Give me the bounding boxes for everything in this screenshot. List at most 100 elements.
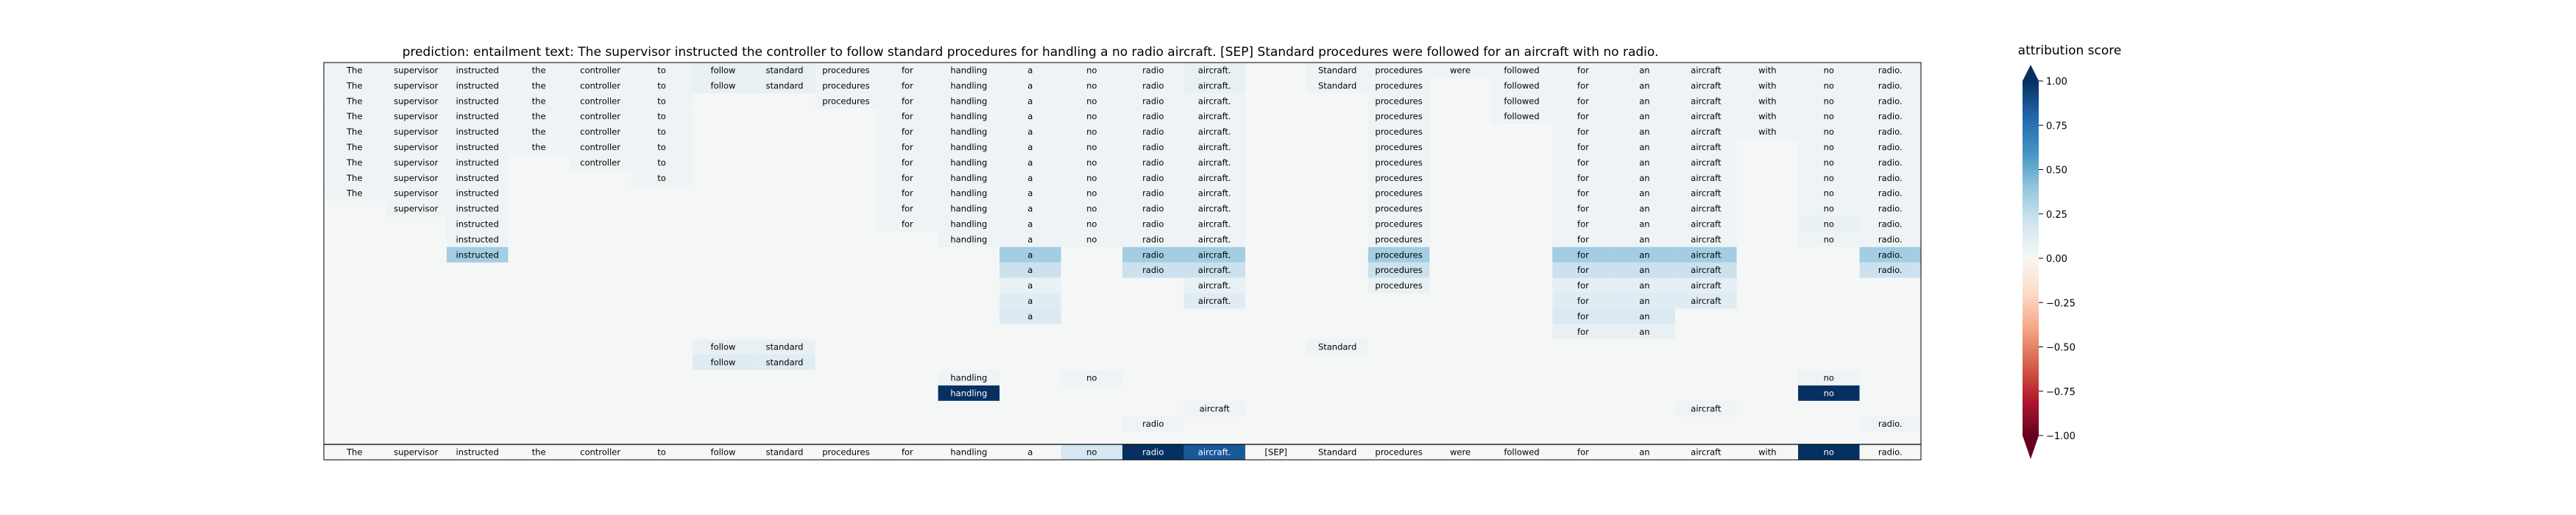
heatmap-cell — [569, 108, 631, 124]
cell-token-label: an — [1639, 249, 1649, 260]
heatmap-cell — [1552, 216, 1614, 232]
cell-token-label: procedures — [1375, 173, 1422, 183]
heatmap-cell — [508, 124, 570, 140]
cell-token-label: no — [1086, 142, 1097, 152]
cell-token-label: procedures — [1375, 65, 1422, 75]
heatmap-cell — [1736, 124, 1799, 140]
cell-token-label: aircraft. — [1198, 219, 1231, 229]
heatmap-cell — [508, 93, 570, 109]
cell-token-label: procedures — [1375, 127, 1422, 137]
heatmap-cell — [1798, 139, 1860, 155]
heatmap-cell — [938, 370, 1000, 386]
heatmap-cell — [1306, 339, 1368, 355]
cell-token-label: an — [1639, 96, 1649, 106]
heatmap-cell — [938, 93, 1000, 109]
cell-token-label: radio — [1142, 96, 1164, 106]
heatmap-cell — [1183, 108, 1245, 124]
heatmap-cell — [1183, 201, 1245, 216]
heatmap-cell — [1736, 108, 1799, 124]
cell-token-label: no — [1824, 96, 1834, 106]
cell-token-label: radio. — [1878, 127, 1903, 137]
heatmap-cell — [446, 63, 509, 78]
cell-token-label: no — [1086, 372, 1097, 383]
heatmap-cell — [1675, 139, 1737, 155]
cell-token-label: handling — [950, 127, 987, 137]
heatmap-cell — [1183, 170, 1245, 186]
cell-token-label: aircraft — [1691, 219, 1722, 229]
cell-token-label: instructed — [456, 96, 499, 106]
bottom-token-label: radio. — [1878, 447, 1903, 458]
cell-token-label: aircraft. — [1198, 127, 1231, 137]
heatmap-cell — [1367, 63, 1430, 78]
cell-token-label: aircraft — [1691, 127, 1722, 137]
heatmap-cell — [446, 139, 509, 155]
heatmap-cell — [1183, 93, 1245, 109]
heatmap-cell — [1183, 231, 1245, 247]
heatmap-cell — [1183, 154, 1245, 171]
cell-token-label: for — [1577, 296, 1589, 306]
cell-token-label: aircraft. — [1198, 157, 1231, 168]
cell-token-label: for — [902, 173, 913, 183]
heatmap-cell — [1122, 246, 1184, 263]
heatmap-cell — [1367, 108, 1430, 124]
cell-token-label: radio — [1142, 419, 1164, 429]
cell-token-label: aircraft — [1691, 296, 1722, 306]
cell-token-label: handling — [950, 188, 987, 199]
heatmap-cell — [1122, 201, 1184, 216]
heatmap-cell — [446, 154, 509, 171]
cell-token-label: procedures — [1375, 234, 1422, 244]
heatmap-cell — [1675, 154, 1737, 171]
cell-token-label: supervisor — [394, 204, 438, 214]
cell-token-label: to — [657, 65, 666, 75]
cell-token-label: aircraft. — [1198, 296, 1231, 306]
cell-token-label: radio. — [1878, 157, 1903, 168]
heatmap-cell — [1736, 93, 1799, 109]
cell-token-label: The — [346, 157, 362, 168]
heatmap-cell — [877, 139, 938, 155]
heatmap-cell — [1122, 93, 1184, 109]
bottom-token-cell — [1798, 444, 1860, 460]
heatmap-cell — [1367, 216, 1430, 232]
cell-token-label: instructed — [456, 249, 499, 260]
cell-token-label: an — [1639, 219, 1649, 229]
heatmap-cell — [1859, 63, 1921, 78]
heatmap-cell — [324, 185, 386, 202]
colorbar-tick-label: 0.50 — [2046, 166, 2067, 177]
bottom-token-label: procedures — [1375, 447, 1422, 458]
cell-token-label: aircraft — [1691, 80, 1722, 90]
heatmap-cell — [1061, 231, 1122, 247]
heatmap-cell — [999, 246, 1061, 263]
cell-token-label: aircraft. — [1198, 111, 1231, 121]
cell-token-label: radio. — [1878, 249, 1903, 260]
cell-token-label: for — [902, 127, 913, 137]
bottom-token-label: standard — [765, 447, 803, 458]
cell-token-label: no — [1824, 127, 1834, 137]
cell-token-label: radio — [1142, 111, 1164, 121]
heatmap-cell — [754, 355, 815, 370]
cell-token-label: follow — [711, 65, 736, 75]
cell-token-label: an — [1639, 142, 1649, 152]
heatmap-cell — [938, 63, 1000, 78]
heatmap-cell — [692, 355, 754, 370]
bottom-token-label: were — [1450, 447, 1471, 458]
heatmap-cell — [999, 63, 1061, 78]
heatmap-cell — [446, 231, 509, 247]
heatmap-cell — [1798, 170, 1860, 186]
cell-token-label: instructed — [456, 173, 499, 183]
cell-token-label: instructed — [456, 188, 499, 199]
cell-token-label: radio — [1142, 249, 1164, 260]
cell-token-label: were — [1450, 65, 1471, 75]
cell-token-label: for — [902, 96, 913, 106]
heatmap-cell — [1859, 416, 1921, 432]
cell-token-label: an — [1639, 327, 1649, 337]
heatmap-cell — [1122, 124, 1184, 140]
cell-token-label: controller — [580, 157, 620, 168]
cell-token-label: procedures — [1375, 80, 1422, 90]
heatmap-cell — [1736, 77, 1799, 93]
cell-token-label: The — [346, 173, 362, 183]
heatmap-cell — [938, 124, 1000, 140]
cell-token-label: a — [1027, 173, 1033, 183]
cell-token-label: procedures — [1375, 265, 1422, 275]
heatmap-cell — [1183, 77, 1245, 93]
heatmap-cell — [938, 385, 1000, 401]
